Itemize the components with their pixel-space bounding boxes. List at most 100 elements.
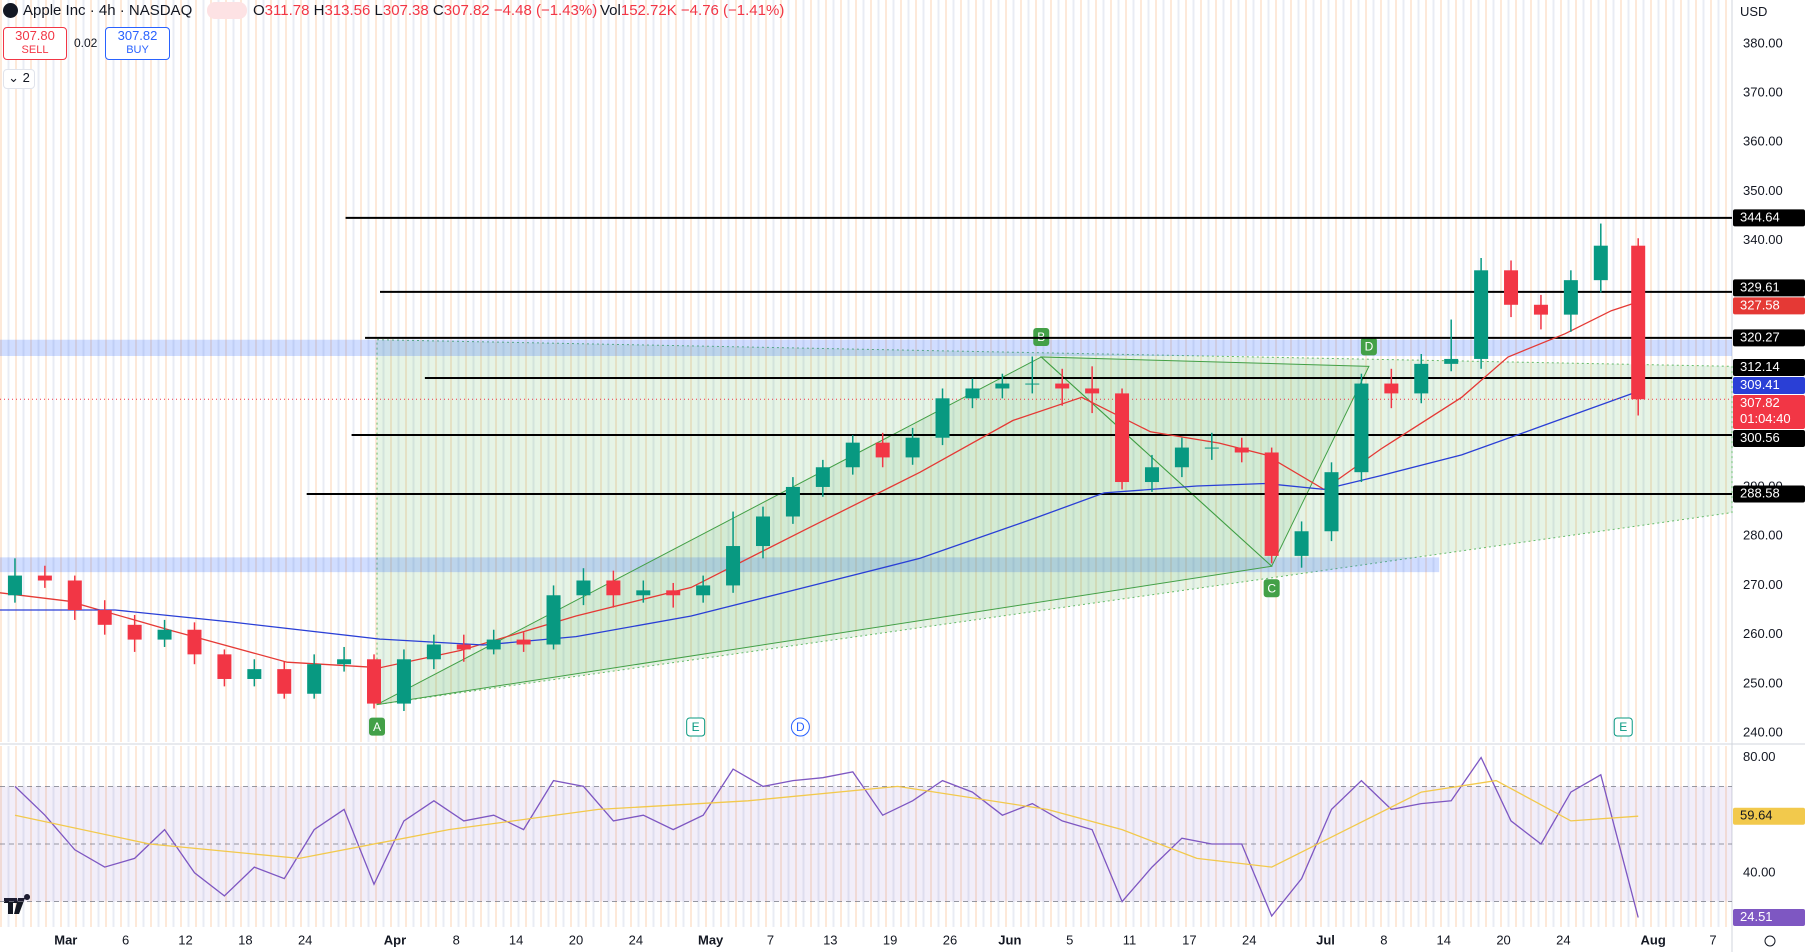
y-tick-label: 260.00 — [1743, 626, 1783, 641]
x-tick-label: 14 — [509, 932, 523, 947]
vol-change: −4.76 (−1.41%) — [680, 2, 785, 19]
candle-body — [1264, 452, 1279, 556]
sell-button[interactable]: 307.80 SELL — [3, 27, 67, 60]
x-tick-label: 24 — [1242, 932, 1256, 947]
x-tick-label: 19 — [883, 932, 897, 947]
pattern-point-badge — [1263, 579, 1280, 598]
candle-body — [1025, 383, 1040, 385]
candle-body — [1085, 388, 1100, 394]
settings-icon — [1764, 935, 1776, 947]
zone — [0, 557, 1440, 573]
x-tick-label: 24 — [298, 932, 312, 947]
axis-price-text: 309.41 — [1740, 377, 1780, 392]
x-tick-label: 18 — [238, 932, 252, 947]
buy-price: 307.82 — [117, 28, 158, 43]
candle-body — [1174, 447, 1189, 468]
currency[interactable]: USD — [1740, 4, 1768, 19]
buy-button[interactable]: 307.82 BUY — [105, 27, 170, 60]
indicators-toggle[interactable]: ⌄ 2 — [3, 69, 35, 89]
ohlc: O311.78 H313.56 L307.38 C307.82 −4.48 (−… — [253, 2, 597, 19]
axis-price-label — [1733, 209, 1805, 227]
candle-body — [486, 639, 501, 650]
candle-body — [456, 644, 471, 650]
candle-body — [726, 546, 741, 586]
candle-body — [277, 669, 292, 694]
symbol-logo — [3, 3, 18, 18]
candle-body — [696, 585, 711, 596]
axis-price-text: 01:04:40 — [1740, 411, 1791, 426]
candle-body — [307, 664, 322, 694]
x-tick-label: 6 — [122, 932, 129, 947]
x-tick-label: Mar — [54, 932, 77, 947]
pattern-point-label: C — [1267, 581, 1276, 595]
event-label: D — [796, 720, 805, 734]
change: −4.48 (−1.43%) — [493, 2, 598, 19]
axis-price-text: 307.82 — [1740, 395, 1780, 410]
x-tick-label: 8 — [453, 932, 460, 947]
channel-area — [376, 339, 1733, 706]
candle-body — [426, 644, 441, 660]
candle-body — [396, 659, 411, 704]
symbol-title[interactable]: Apple Inc · 4h · NASDAQ — [23, 2, 193, 19]
axis-price-text: 320.27 — [1740, 329, 1780, 344]
vol-key: Vol — [600, 2, 621, 19]
x-tick-label: 5 — [1066, 932, 1073, 947]
rsi-line — [14, 779, 1639, 868]
candle-body — [1504, 270, 1519, 305]
candle-body — [7, 575, 22, 596]
y-tick-label: 250.00 — [1743, 675, 1783, 690]
x-tick-label: 7 — [767, 932, 774, 947]
sell-price: 307.80 — [15, 28, 55, 43]
rsi-pane: 40.00 80.00 — [0, 749, 1776, 918]
candle-body — [1563, 280, 1578, 315]
status-icons[interactable] — [207, 2, 247, 19]
y-tick-label: 350.00 — [1743, 183, 1783, 198]
candle-body — [1354, 383, 1369, 473]
x-tick-label: 24 — [1556, 932, 1570, 947]
x-tick-label: Jul — [1316, 932, 1335, 947]
o-value: 311.78 — [264, 2, 310, 19]
rsi-pane-bg — [0, 746, 1732, 927]
candle-body — [576, 580, 591, 596]
axis-price-text: 327.58 — [1740, 297, 1780, 312]
h-key: H — [313, 2, 325, 19]
candle-body — [337, 659, 352, 665]
candle-body — [965, 388, 980, 399]
candle-body — [785, 486, 800, 517]
candle-body — [157, 629, 172, 640]
candle-body — [1533, 304, 1548, 315]
x-tick-label: 20 — [1496, 932, 1510, 947]
candle-body — [1115, 393, 1130, 483]
candle-body — [37, 575, 52, 581]
buy-label: BUY — [126, 44, 149, 56]
axis-price-label — [1733, 358, 1805, 376]
axis-price-label — [1733, 279, 1805, 297]
c-value: 307.82 — [443, 2, 490, 19]
pattern-point-label: D — [1365, 339, 1374, 353]
o-key: O — [253, 2, 265, 19]
candle-body — [247, 669, 262, 679]
event-marker — [1613, 717, 1633, 737]
candle-body — [1204, 447, 1219, 449]
y-tick-label: 340.00 — [1743, 232, 1783, 247]
c-key: C — [432, 2, 444, 19]
candle-body — [187, 629, 202, 655]
event-marker — [686, 717, 706, 737]
x-tick-label: 17 — [1182, 932, 1196, 947]
candle-body — [546, 595, 561, 645]
candle-body — [516, 639, 531, 645]
axis-price-text: 344.64 — [1740, 209, 1780, 224]
axis-price-label — [1733, 908, 1805, 926]
rsi-y-tick-label: 80.00 — [1743, 749, 1776, 764]
candle-body — [1324, 472, 1339, 532]
axis-price-label — [1733, 485, 1805, 503]
candle-body — [935, 398, 950, 438]
axis-price-label — [1733, 376, 1805, 394]
axis-price-label — [1733, 807, 1805, 825]
candle-body — [1294, 531, 1309, 556]
axis-price-label — [1733, 329, 1805, 347]
candle-body — [97, 610, 112, 625]
logo — [4, 894, 31, 914]
